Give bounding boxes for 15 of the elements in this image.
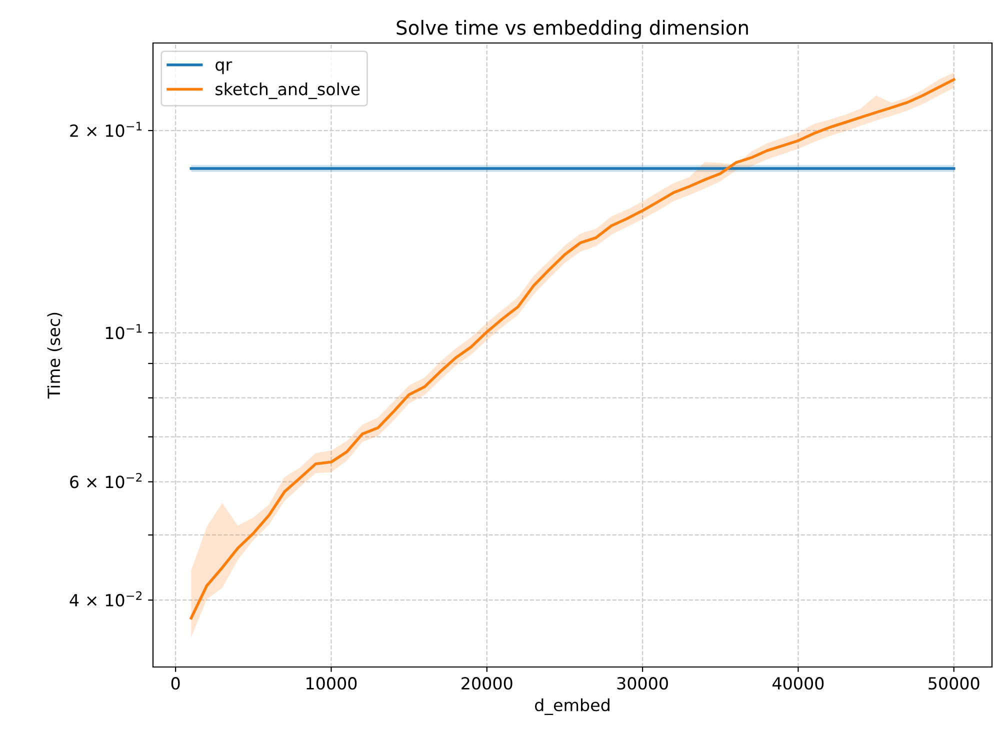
y-tick-label: 2 × 10$^{−1}$ (70, 122, 142, 138)
x-tick-label: 0 (171, 677, 180, 690)
x-tick-label: 50000 (928, 677, 980, 690)
x-axis-title: d_embed (535, 698, 610, 715)
x-tick-label: 40000 (772, 677, 824, 690)
y-tick-label: 6 × 10$^{−2}$ (70, 472, 142, 488)
x-tick-label: 10000 (306, 677, 357, 690)
y-tick-label: 4 × 10$^{−2}$ (70, 591, 142, 607)
y-tick-label: 10$^{−1}$ (106, 324, 142, 340)
x-tick-label: 30000 (617, 677, 668, 690)
legend-label: sketch_and_solve (216, 82, 360, 100)
x-tick-label: 20000 (462, 677, 512, 690)
chart-title: Solve time vs embedding dimension (396, 20, 748, 39)
legend-label: qr (216, 61, 232, 74)
y-axis-title: Time (sec) (47, 312, 62, 399)
